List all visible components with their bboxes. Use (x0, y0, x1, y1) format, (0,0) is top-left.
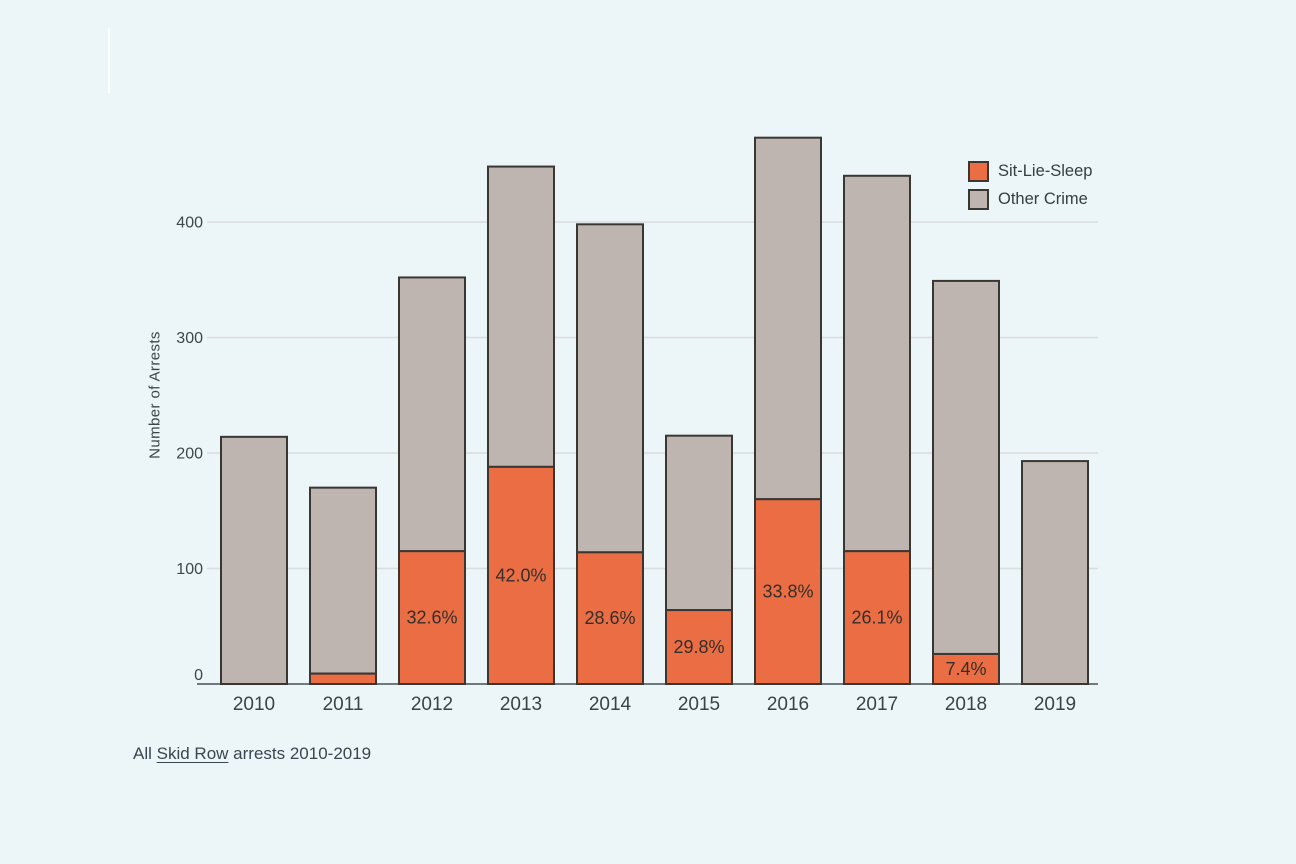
bar-segment-other-crime-2012 (398, 276, 466, 553)
caption: All Skid Row arrests 2010-2019 (133, 744, 371, 764)
x-tick-2017: 2017 (856, 694, 898, 715)
percent-label-2012: 32.6% (406, 608, 457, 628)
scrollbar-artifact (108, 28, 110, 93)
y-tick-200: 200 (176, 446, 203, 463)
x-tick-2014: 2014 (589, 694, 632, 715)
bar-segment-other-crime-2010 (220, 435, 288, 685)
legend-label-sit-lie-sleep: Sit-Lie-Sleep (998, 162, 1093, 180)
bar-segment-other-crime-2018 (932, 279, 1000, 655)
bar-segment-other-crime-2019 (1021, 460, 1089, 685)
bar-segment-sit-lie-sleep-2017 (843, 550, 911, 685)
bar-segment-sit-lie-sleep-2015 (665, 609, 733, 686)
bar-segment-other-crime-2015 (665, 434, 733, 612)
bar-segment-sit-lie-sleep-2013 (487, 465, 555, 685)
x-tick-2012: 2012 (411, 694, 453, 715)
y-tick-400: 400 (176, 215, 203, 232)
bar-segment-other-crime-2017 (843, 174, 911, 553)
caption-prefix: All (133, 744, 157, 763)
caption-skid-row-link[interactable]: Skid Row (156, 744, 229, 763)
percent-label-2015: 29.8% (673, 637, 724, 657)
bar-segment-sit-lie-sleep-2016 (754, 498, 822, 686)
y-tick-0: 0 (194, 667, 203, 684)
bar-segment-sit-lie-sleep-2012 (398, 550, 466, 685)
x-tick-2018: 2018 (945, 694, 987, 715)
x-tick-2011: 2011 (323, 694, 364, 715)
bar-segment-other-crime-2014 (576, 223, 644, 554)
percent-label-2013: 42.0% (495, 565, 546, 585)
bar-segment-other-crime-2013 (487, 165, 555, 468)
percent-label-2016: 33.8% (762, 582, 813, 602)
bar-segment-sit-lie-sleep-2011 (309, 672, 377, 685)
percent-label-2018: 7.4% (945, 659, 986, 679)
bar-segment-other-crime-2011 (309, 486, 377, 675)
legend-swatch-sit-lie-sleep (968, 161, 989, 182)
legend-label-other-crime: Other Crime (998, 190, 1088, 208)
caption-suffix: arrests 2010-2019 (228, 744, 372, 763)
legend-swatch-other-crime (968, 189, 989, 210)
x-tick-2010: 2010 (233, 694, 275, 715)
bar-segment-sit-lie-sleep-2018 (932, 652, 1000, 685)
y-tick-300: 300 (176, 330, 203, 347)
legend-item-sit-lie-sleep: Sit-Lie-Sleep (968, 161, 1092, 182)
legend: Sit-Lie-Sleep Other Crime (968, 161, 1092, 210)
percent-label-2017: 26.1% (851, 608, 902, 628)
percent-label-2014: 28.6% (584, 608, 635, 628)
legend-item-other-crime: Other Crime (968, 189, 1092, 210)
bar-segment-sit-lie-sleep-2014 (576, 551, 644, 686)
y-tick-100: 100 (176, 561, 203, 578)
x-tick-2015: 2015 (678, 694, 720, 715)
x-tick-2016: 2016 (767, 694, 809, 715)
y-axis-title: Number of Arrests (146, 331, 164, 459)
bar-segment-other-crime-2016 (754, 136, 822, 501)
x-tick-2013: 2013 (500, 694, 542, 715)
x-tick-2019: 2019 (1034, 694, 1076, 715)
